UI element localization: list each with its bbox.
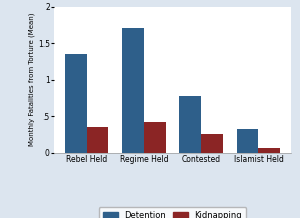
Y-axis label: Monthly Fatalities from Torture (Mean): Monthly Fatalities from Torture (Mean) <box>28 13 35 146</box>
Legend: Detention, Kidnapping: Detention, Kidnapping <box>99 207 246 218</box>
Bar <box>86 127 108 153</box>
Bar <box>179 96 201 153</box>
Bar <box>201 134 223 153</box>
Bar <box>122 29 144 153</box>
Bar <box>144 122 166 153</box>
Bar <box>237 128 259 153</box>
Bar <box>65 54 86 153</box>
Bar <box>259 148 280 153</box>
